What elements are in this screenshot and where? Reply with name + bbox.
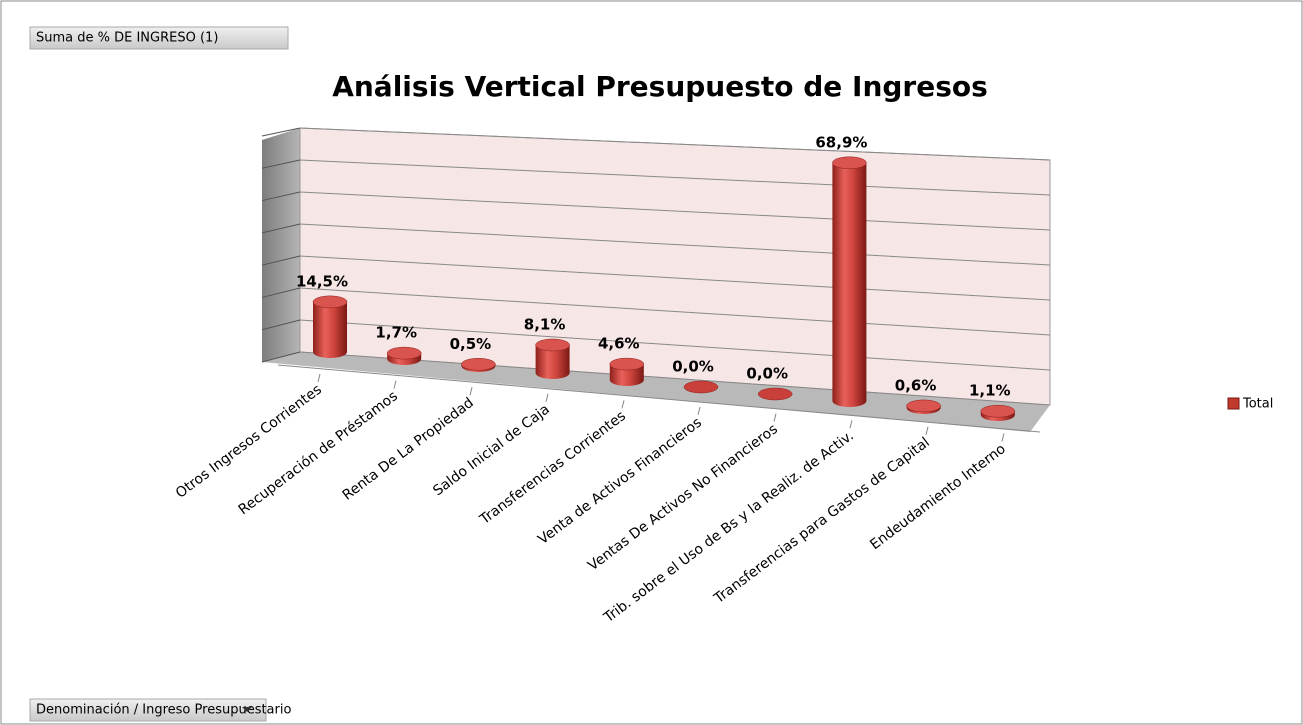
bar-top: [906, 399, 941, 413]
grid-line: [299, 159, 1051, 196]
value-label: 1,7%: [375, 324, 417, 342]
x-tick: [925, 426, 929, 435]
grid-line: [299, 351, 1051, 406]
x-tick: [621, 400, 625, 409]
axis-button-label: Denominación / Ingreso Presupuestario: [36, 703, 291, 718]
bar: [609, 364, 644, 386]
side-grid-line: [261, 127, 301, 137]
bar-top: [386, 346, 422, 360]
bar: [832, 162, 867, 407]
x-tick: [849, 420, 853, 429]
value-label: 0,0%: [672, 358, 714, 376]
grid-line: [299, 255, 1051, 301]
side-grid-line: [261, 223, 301, 234]
grid-line: [299, 319, 1051, 371]
side-grid-line: [261, 255, 301, 266]
value-label: 68,9%: [815, 133, 867, 151]
value-label: 14,5%: [296, 272, 348, 290]
bar-top: [609, 357, 645, 371]
floor: [262, 352, 1050, 432]
side-grid-line: [261, 287, 301, 298]
grid-line: [299, 287, 1051, 336]
x-tick: [545, 393, 549, 402]
legend-swatch: [1227, 397, 1240, 410]
value-label: 8,1%: [524, 315, 566, 333]
bar-top: [312, 295, 348, 309]
side-wall: [262, 128, 300, 362]
value-label: 0,5%: [450, 335, 492, 353]
x-tick: [317, 373, 321, 383]
bar-top: [980, 404, 1016, 418]
bar: [313, 301, 347, 358]
side-grid-line: [261, 191, 301, 202]
chart-title: Análisis Vertical Presupuesto de Ingreso…: [332, 70, 988, 103]
grid-line: [299, 223, 1051, 266]
bar: [757, 387, 793, 401]
x-tick: [773, 413, 777, 422]
grid-line: [299, 127, 1051, 161]
bar-top: [461, 358, 496, 371]
value-label: 0,0%: [746, 365, 788, 383]
side-grid-line: [261, 319, 301, 331]
bar-top: [535, 338, 570, 352]
x-axis-line: [277, 364, 1041, 433]
grid-line: [299, 191, 1051, 231]
field-button-label: Suma de % DE INGRESO (1): [36, 31, 218, 46]
field-button[interactable]: [29, 26, 289, 50]
value-label: 0,6%: [895, 376, 937, 394]
x-tick: [697, 406, 701, 416]
dropdown-arrow[interactable]: [242, 707, 252, 712]
value-label: 4,6%: [598, 335, 640, 353]
bar: [535, 344, 570, 379]
bar-top: [832, 156, 867, 170]
side-grid-line: [261, 351, 301, 363]
legend-label: Total: [1242, 397, 1273, 412]
x-tick: [469, 387, 473, 396]
bar: [683, 380, 719, 394]
axis-button[interactable]: [29, 698, 267, 722]
side-grid-line: [261, 159, 301, 169]
x-tick: [1001, 433, 1005, 442]
x-tick: [393, 380, 397, 389]
value-label: 1,1%: [969, 382, 1011, 400]
